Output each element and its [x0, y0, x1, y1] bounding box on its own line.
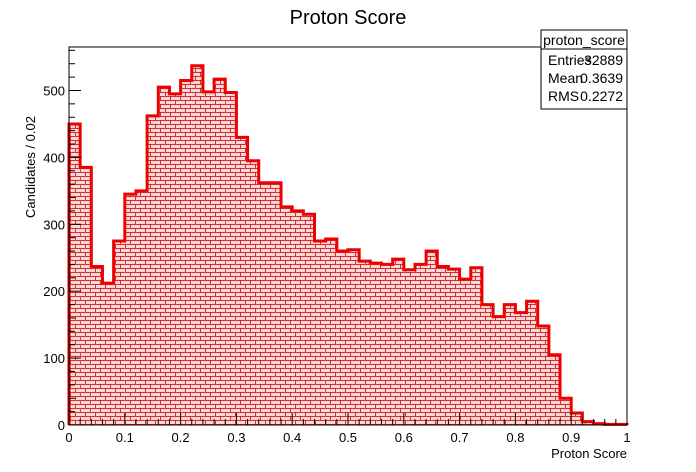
histogram-outline — [67, 64, 629, 426]
histogram-bin — [325, 239, 337, 425]
stats-box: proton_score Entries 32889 Mean 0.3639 R… — [540, 29, 628, 110]
histogram-bin — [314, 241, 326, 425]
histogram-bin — [69, 123, 81, 425]
x-tick-label: 0.9 — [562, 430, 580, 445]
stats-box-name: proton_score — [543, 32, 625, 48]
histogram-bin — [113, 241, 125, 425]
histogram-bin — [381, 264, 393, 425]
histogram-bin — [147, 115, 159, 426]
stats-entries-value: 32889 — [584, 52, 623, 68]
histogram-bin — [292, 210, 304, 425]
histogram-bin — [336, 251, 348, 425]
histogram-bin — [158, 87, 170, 425]
histogram-bin — [403, 269, 415, 425]
stats-entries-label: Entries — [548, 52, 592, 68]
histogram-bin — [225, 92, 237, 425]
x-tick-label: 0.3 — [227, 430, 245, 445]
histogram-bars — [69, 65, 627, 426]
histogram-bin — [448, 269, 460, 425]
stats-rms-value: 0.2272 — [580, 88, 623, 104]
histogram-bin — [481, 304, 494, 425]
histogram-bin — [269, 182, 282, 425]
stats-mean-value: 0.3639 — [580, 70, 623, 86]
histogram-bin — [459, 279, 471, 425]
histogram-bin — [348, 249, 360, 425]
x-tick-label: 0 — [65, 430, 72, 445]
stats-box-frame — [540, 29, 628, 110]
stats-mean-label: Mean — [548, 70, 583, 86]
y-axis-title: Candidates / 0.02 — [23, 116, 38, 218]
x-axis-title: Proton Score — [551, 446, 627, 461]
histogram-bin — [370, 263, 382, 425]
histogram-bin — [236, 137, 248, 425]
histogram-bin — [414, 264, 427, 425]
y-axis: 0 100 200 300 400 500 — [43, 49, 81, 433]
y-tick-label: 100 — [43, 351, 65, 366]
x-axis: 0 0.1 0.2 0.3 0.4 0.5 0.6 0.7 0.8 0.9 1 — [65, 413, 631, 445]
histogram-bin — [214, 79, 226, 425]
histogram-bin — [124, 194, 136, 425]
x-tick-label: 0.2 — [172, 430, 190, 445]
histogram-bin — [80, 167, 92, 425]
x-tick-label: 1 — [623, 430, 630, 445]
histogram-bin — [493, 316, 505, 425]
histogram-bin — [247, 160, 259, 426]
histogram-bin — [437, 266, 449, 425]
x-tick-label: 0.8 — [506, 430, 524, 445]
x-tick-label: 0.5 — [339, 430, 357, 445]
histogram-bin — [560, 398, 572, 425]
histogram-bin — [281, 206, 293, 425]
histogram-bin — [102, 283, 114, 425]
histogram-bin — [504, 304, 516, 425]
x-tick-label: 0.1 — [116, 430, 134, 445]
histogram-bin — [202, 91, 215, 426]
stats-rms-label: RMS — [548, 88, 579, 104]
histogram-bin — [515, 312, 527, 425]
histogram-bin — [537, 325, 549, 425]
y-tick-label: 0 — [58, 418, 65, 433]
histogram-bin — [258, 182, 270, 425]
histogram-bin — [582, 421, 594, 425]
histogram-bin — [548, 354, 561, 425]
histogram-bin — [526, 301, 538, 425]
histogram-bin — [191, 65, 203, 426]
x-tick-label: 0.7 — [451, 430, 469, 445]
histogram-bin — [359, 261, 371, 425]
histogram-bin — [180, 80, 192, 425]
y-tick-label: 200 — [43, 284, 65, 299]
histogram-bin — [470, 267, 482, 425]
histogram-bin — [392, 259, 404, 425]
y-tick-label: 300 — [43, 217, 65, 232]
histogram-bin — [135, 190, 148, 425]
histogram-bin — [571, 412, 583, 425]
histogram-bin — [169, 93, 181, 426]
y-tick-label: 500 — [43, 83, 65, 98]
histogram-bin — [91, 266, 103, 425]
chart-title: Proton Score — [290, 7, 407, 29]
x-tick-label: 0.4 — [283, 430, 301, 445]
histogram-bin — [426, 251, 438, 425]
x-tick-label: 0.6 — [395, 430, 413, 445]
histogram-bin — [303, 214, 315, 425]
y-tick-label: 400 — [43, 150, 65, 165]
